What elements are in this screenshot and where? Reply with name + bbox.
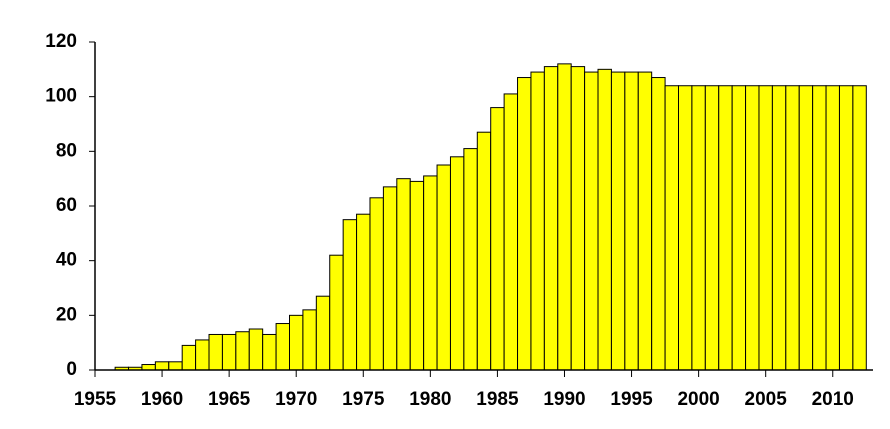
x-tick-label: 1965 [208,389,251,410]
bar [610,71,626,371]
bar [718,85,733,371]
bar [248,328,264,371]
bar [798,85,814,371]
bar [704,85,720,371]
bar [557,63,572,371]
bar [825,85,840,371]
bar [664,85,679,371]
bar [275,323,291,371]
bar [463,148,478,371]
bar [329,254,344,371]
bar [530,71,545,371]
x-tick-label: 1975 [342,389,385,410]
bar [396,178,411,371]
x-tick-label: 2005 [745,389,788,410]
y-tick-label: 20 [56,304,77,325]
bar [449,156,465,371]
x-tick-label: 1955 [74,389,117,410]
y-tick-label: 120 [45,31,77,52]
x-tick-label: 1990 [543,389,585,410]
y-tick-label: 40 [56,250,77,271]
bar [597,68,612,371]
bar [409,180,425,371]
x-tick-label: 2010 [812,389,854,410]
bar [812,85,827,371]
bar [691,85,706,371]
bar [221,333,237,371]
y-tick-label: 80 [56,140,77,161]
bar [168,361,183,371]
x-tick-label: 1970 [275,389,317,410]
y-tick-label: 60 [56,195,77,216]
bar [369,197,384,371]
bar [490,107,505,371]
x-tick-label: 2000 [677,389,719,410]
bar [195,339,210,371]
y-tick-label: 100 [45,86,77,107]
x-tick-label: 1985 [476,389,519,410]
bar [637,71,653,371]
bar [584,71,599,371]
bar [517,77,532,371]
bar [731,85,747,371]
bar [745,85,760,371]
bar [785,85,800,371]
x-tick-label: 1960 [141,389,183,410]
bar [356,213,371,371]
bar [624,71,639,371]
bar [838,85,854,371]
bar [651,77,666,371]
bar [570,66,586,371]
bar [342,219,358,371]
bar [758,85,773,371]
bar [315,295,331,371]
bar [382,186,398,371]
bar [181,344,197,371]
bar [852,85,867,371]
bar [543,66,559,371]
bar [141,364,156,371]
bar [154,361,170,371]
bar [235,331,250,371]
bar [289,314,304,371]
bar [436,164,451,371]
y-tick-label: 0 [66,359,77,380]
x-tick-label: 1995 [610,389,653,410]
bar [208,333,223,371]
bar [476,131,492,371]
bar [771,85,787,371]
bar [503,93,519,371]
bar [262,333,277,371]
bar [302,309,317,371]
x-tick-label: 1980 [409,389,451,410]
bar [423,175,438,371]
bar [678,85,693,371]
